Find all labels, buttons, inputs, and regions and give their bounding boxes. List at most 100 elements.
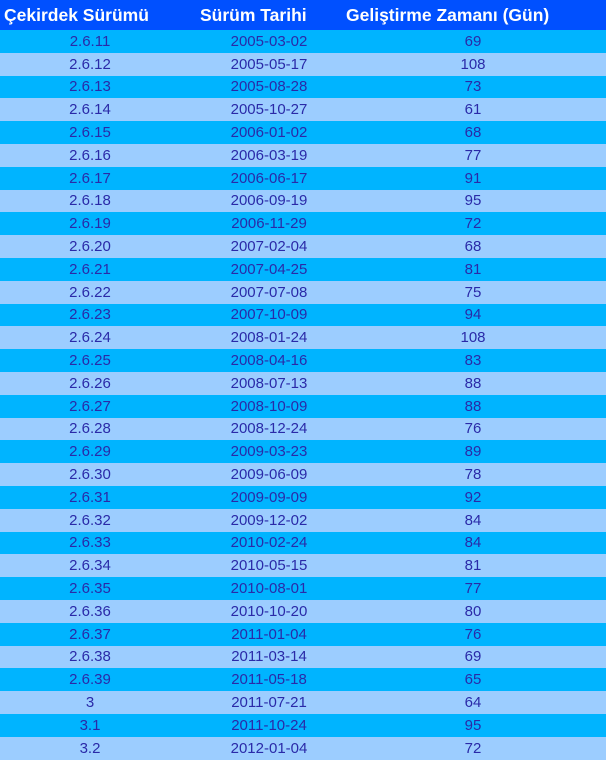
- cell-release-date: 2011-03-14: [231, 648, 307, 666]
- cell-kernel-version: 3.2: [79, 739, 101, 757]
- table-row: 2.6.35 2010-08-01 77: [0, 577, 606, 600]
- cell-development-days: 91: [464, 169, 482, 187]
- cell-development-days: 80: [464, 602, 482, 620]
- cell-kernel-version: 2.6.20: [69, 238, 111, 256]
- cell-development-days: 68: [464, 124, 482, 142]
- cell-development-days: 84: [464, 511, 482, 529]
- cell-kernel-version: 2.6.39: [69, 671, 111, 689]
- cell-release-date: 2005-08-28: [230, 78, 308, 96]
- cell-kernel-version: 2.6.25: [69, 352, 111, 370]
- table-row: 2.6.13 2005-08-28 73: [0, 75, 606, 99]
- cell-release-date: 2006-06-17: [230, 169, 308, 187]
- table-row: 3.2 2012-01-04 72: [0, 736, 606, 760]
- cell-kernel-version: 2.6.30: [69, 466, 111, 484]
- cell-development-days: 81: [464, 260, 482, 278]
- cell-release-date: 2008-12-24: [230, 420, 308, 438]
- cell-kernel-version: 2.6.35: [69, 580, 111, 598]
- cell-kernel-version: 3: [85, 694, 95, 711]
- cell-kernel-version: 2.6.33: [69, 534, 111, 552]
- cell-development-days: 81: [464, 557, 482, 575]
- table-row: 2.6.17 2006-06-17 91: [0, 166, 606, 190]
- column-header-development-days: Geliştirme Zamanı (Gün): [346, 4, 550, 25]
- cell-kernel-version: 2.6.22: [69, 283, 111, 301]
- cell-kernel-version: 2.6.21: [69, 260, 111, 278]
- table-body: 2.6.11 2005-03-02 69 2.6.12 2005-05-17 108 2.6…: [0, 30, 606, 760]
- table-row: 2.6.30 2009-06-09 78: [0, 463, 606, 486]
- cell-development-days: 72: [464, 215, 482, 233]
- cell-release-date: 2008-07-13: [230, 374, 308, 392]
- cell-release-date: 2010-10-20: [230, 602, 308, 620]
- table-header: Çekirdek Sürümü Sürüm Tarihi Geliştirme …: [0, 0, 606, 30]
- column-header-release-date: Sürüm Tarihi: [200, 4, 307, 25]
- cell-release-date: 2008-10-09: [230, 397, 308, 415]
- cell-release-date: 2009-06-09: [230, 466, 308, 484]
- cell-release-date: 2006-03-19: [230, 146, 308, 164]
- cell-kernel-version: 2.6.16: [69, 146, 111, 164]
- table-row: 2.6.21 2007-04-25 81: [0, 257, 606, 281]
- cell-development-days: 88: [464, 374, 482, 392]
- cell-release-date: 2005-05-17: [230, 55, 308, 73]
- cell-kernel-version: 2.6.15: [69, 124, 111, 142]
- cell-release-date: 2007-02-04: [230, 238, 308, 256]
- table-row: 2.6.16 2006-03-19 77: [0, 143, 606, 167]
- table-row: 2.6.14 2005-10-27 61: [0, 98, 606, 122]
- cell-kernel-version: 2.6.32: [69, 511, 111, 529]
- table-row: 2.6.25 2008-04-16 83: [0, 349, 606, 372]
- cell-release-date: 2010-08-01: [230, 580, 308, 598]
- table-row: 2.6.11 2005-03-02 69: [0, 30, 606, 53]
- cell-kernel-version: 2.6.27: [69, 397, 111, 415]
- cell-release-date: 2008-01-24: [230, 329, 308, 347]
- cell-kernel-version: 3.1: [79, 716, 101, 734]
- cell-development-days: 68: [464, 238, 482, 256]
- table-row: 3.1 2011-10-24 95: [0, 713, 606, 737]
- cell-kernel-version: 2.6.12: [69, 55, 111, 73]
- cell-kernel-version: 2.6.24: [69, 329, 111, 347]
- table-row: 2.6.22 2007-07-08 75: [0, 280, 606, 304]
- column-header-kernel-version: Çekirdek Sürümü: [4, 4, 149, 25]
- table-row: 2.6.31 2009-09-09 92: [0, 485, 606, 509]
- cell-development-days: 108: [460, 55, 486, 73]
- cell-kernel-version: 2.6.37: [69, 625, 111, 643]
- cell-kernel-version: 2.6.26: [69, 374, 111, 392]
- cell-development-days: 95: [464, 716, 482, 734]
- cell-kernel-version: 2.6.18: [69, 192, 111, 210]
- cell-kernel-version: 2.6.28: [69, 420, 111, 438]
- table-row: 2.6.18 2006-09-19 95: [0, 189, 606, 213]
- cell-development-days: 76: [464, 420, 482, 438]
- cell-development-days: 61: [464, 101, 482, 119]
- cell-development-days: 95: [464, 192, 482, 210]
- table-row: 2.6.34 2010-05-15 81: [0, 554, 606, 578]
- cell-development-days: 84: [464, 534, 482, 552]
- cell-release-date: 2009-03-23: [230, 443, 308, 461]
- cell-release-date: 2008-04-16: [230, 352, 308, 370]
- cell-release-date: 2007-10-09: [230, 306, 308, 324]
- cell-kernel-version: 2.6.38: [69, 648, 111, 666]
- cell-development-days: 94: [464, 306, 482, 324]
- table-row: 2.6.15 2006-01-02 68: [0, 121, 606, 144]
- cell-development-days: 76: [464, 625, 482, 643]
- table-row: 2.6.36 2010-10-20 80: [0, 599, 606, 623]
- table-row: 2.6.20 2007-02-04 68: [0, 235, 606, 258]
- cell-development-days: 89: [464, 443, 482, 461]
- cell-development-days: 69: [464, 32, 482, 50]
- cell-release-date: 2010-02-24: [230, 534, 308, 552]
- cell-development-days: 78: [464, 466, 482, 484]
- table-row: 2.6.27 2008-10-09 88: [0, 394, 606, 418]
- cell-development-days: 75: [464, 283, 482, 301]
- cell-development-days: 88: [464, 397, 482, 415]
- table-row: 2.6.24 2008-01-24 108: [0, 326, 606, 350]
- cell-release-date: 2011-05-18: [231, 671, 307, 689]
- cell-release-date: 2006-09-19: [230, 192, 308, 210]
- table-row: 2.6.28 2008-12-24 76: [0, 417, 606, 441]
- cell-release-date: 2011-01-04: [231, 625, 307, 643]
- cell-kernel-version: 2.6.13: [69, 78, 111, 96]
- cell-kernel-version: 2.6.11: [69, 32, 111, 50]
- table-row: 2.6.26 2008-07-13 88: [0, 371, 606, 395]
- cell-release-date: 2006-11-29: [231, 215, 307, 233]
- cell-development-days: 69: [464, 648, 482, 666]
- cell-kernel-version: 2.6.14: [69, 101, 111, 119]
- cell-release-date: 2005-10-27: [230, 101, 308, 119]
- cell-release-date: 2009-09-09: [230, 488, 308, 506]
- cell-release-date: 2009-12-02: [230, 511, 308, 529]
